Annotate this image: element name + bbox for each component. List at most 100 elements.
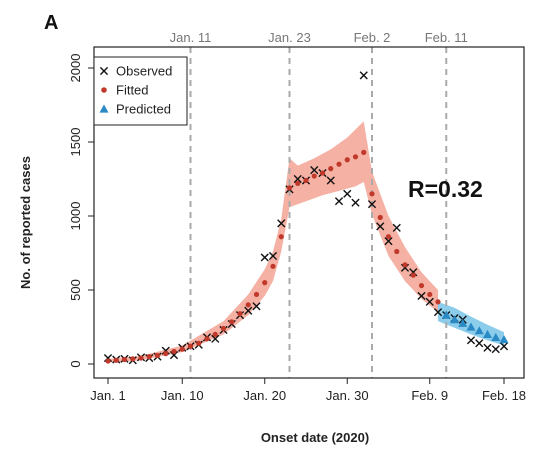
observed-point <box>376 222 385 231</box>
observed-point <box>268 251 278 261</box>
fitted-point <box>229 319 235 325</box>
observed-point <box>293 174 302 184</box>
fitted-point <box>113 357 119 363</box>
fitted-point <box>319 170 326 176</box>
cross-stroke <box>425 297 434 306</box>
fitted-point <box>303 177 309 184</box>
cross-stroke <box>277 219 286 228</box>
fitted-point <box>163 351 169 357</box>
cross-stroke <box>293 174 302 184</box>
y-tick-label: 500 <box>68 279 83 301</box>
panel-label: A <box>44 12 59 34</box>
predicted-point <box>441 310 451 319</box>
fitted-point <box>352 154 359 160</box>
cross-stroke <box>417 291 426 301</box>
observed-point <box>252 302 261 311</box>
cross-stroke <box>252 302 261 311</box>
observed-point <box>351 198 360 207</box>
cross-stroke <box>351 198 360 207</box>
y-tick-label: 1000 <box>68 202 83 231</box>
cross-stroke <box>491 345 500 354</box>
cross-stroke <box>310 166 319 175</box>
cross-stroke <box>343 189 352 198</box>
confidence-bands <box>108 121 504 363</box>
plot-frame <box>93 46 525 379</box>
event-label: Feb. 11 <box>425 30 468 45</box>
cross-stroke <box>359 71 368 80</box>
observed-point <box>392 223 401 232</box>
observed-point <box>466 336 476 345</box>
observed-point <box>244 306 253 315</box>
observed-point <box>334 197 344 206</box>
cross-stroke <box>433 308 443 317</box>
observed-point <box>277 219 286 228</box>
fitted-point <box>361 149 367 155</box>
predicted-point <box>483 329 492 338</box>
y-axis-label: No. of reported cases <box>18 156 33 289</box>
predicted-point <box>499 335 509 344</box>
cross-stroke <box>466 336 476 345</box>
predicted-point <box>458 318 468 327</box>
cross-stroke <box>475 339 484 348</box>
observed-point <box>310 166 319 175</box>
cross-stroke <box>376 222 385 231</box>
legend-label: Fitted <box>116 83 149 98</box>
fitted-point <box>377 214 383 221</box>
cross-stroke <box>334 197 344 206</box>
fitted-point <box>344 157 350 163</box>
observed-point <box>260 253 269 262</box>
legend-box <box>93 56 188 126</box>
fitted-point <box>237 311 243 317</box>
predicted-point <box>466 322 476 331</box>
cross-stroke <box>244 306 253 315</box>
fitted-point <box>253 291 260 298</box>
fitted-point <box>171 348 177 355</box>
event-label: Jan. 23 <box>268 30 311 45</box>
data-marks <box>103 71 509 365</box>
correlation-annotation: R=0.32 <box>408 176 483 202</box>
fitted-point <box>328 166 334 172</box>
fitted-point <box>212 331 218 337</box>
legend: Observed Fitted Predicted <box>93 56 188 126</box>
observed-point <box>417 291 426 301</box>
fitted-point <box>130 356 136 362</box>
observed-point <box>359 71 368 80</box>
x-tick-label: Jan. 20 <box>243 388 286 403</box>
observed-point <box>384 237 393 246</box>
fitted-point <box>427 291 433 298</box>
x-tick-label: Jan. 10 <box>161 388 204 403</box>
fitted-point <box>105 358 111 364</box>
observed-point <box>483 343 492 352</box>
fitted-point <box>187 343 194 349</box>
observed-point <box>491 345 500 354</box>
cross-stroke <box>260 253 269 262</box>
cross-stroke <box>169 351 179 360</box>
cross-stroke <box>326 176 335 185</box>
event-label: Jan. 11 <box>170 30 212 45</box>
observed-point <box>475 339 484 348</box>
observed-point <box>499 342 509 351</box>
fitted-point <box>278 234 284 240</box>
x-tick-label: Jan. 30 <box>326 388 369 403</box>
legend-predicted-marker <box>99 104 109 113</box>
legend-label: Observed <box>116 64 172 79</box>
fitted-point <box>295 180 301 187</box>
x-axis-label: Onset date (2020) <box>261 430 369 445</box>
observed-point <box>425 297 434 306</box>
cross-stroke <box>392 223 401 232</box>
cross-stroke <box>384 237 393 246</box>
fitted-point <box>418 282 425 289</box>
fitted-point <box>311 173 317 179</box>
observed-point <box>367 200 377 209</box>
predicted-point <box>491 332 501 341</box>
fitted-point <box>262 280 268 286</box>
fitted-point <box>385 234 392 240</box>
fitted-point <box>138 355 144 361</box>
fitted-point <box>435 299 441 305</box>
fitted-point <box>154 352 161 359</box>
event-lines: Jan. 11 Jan. 23 Feb. 2 Feb. 11 <box>170 30 468 378</box>
axes: 0 500 1000 1500 2000 Jan. 1 Jan. 10 Jan. 20 Jan.… <box>18 46 526 445</box>
fitted-point <box>179 346 185 352</box>
predicted-point <box>474 326 484 335</box>
